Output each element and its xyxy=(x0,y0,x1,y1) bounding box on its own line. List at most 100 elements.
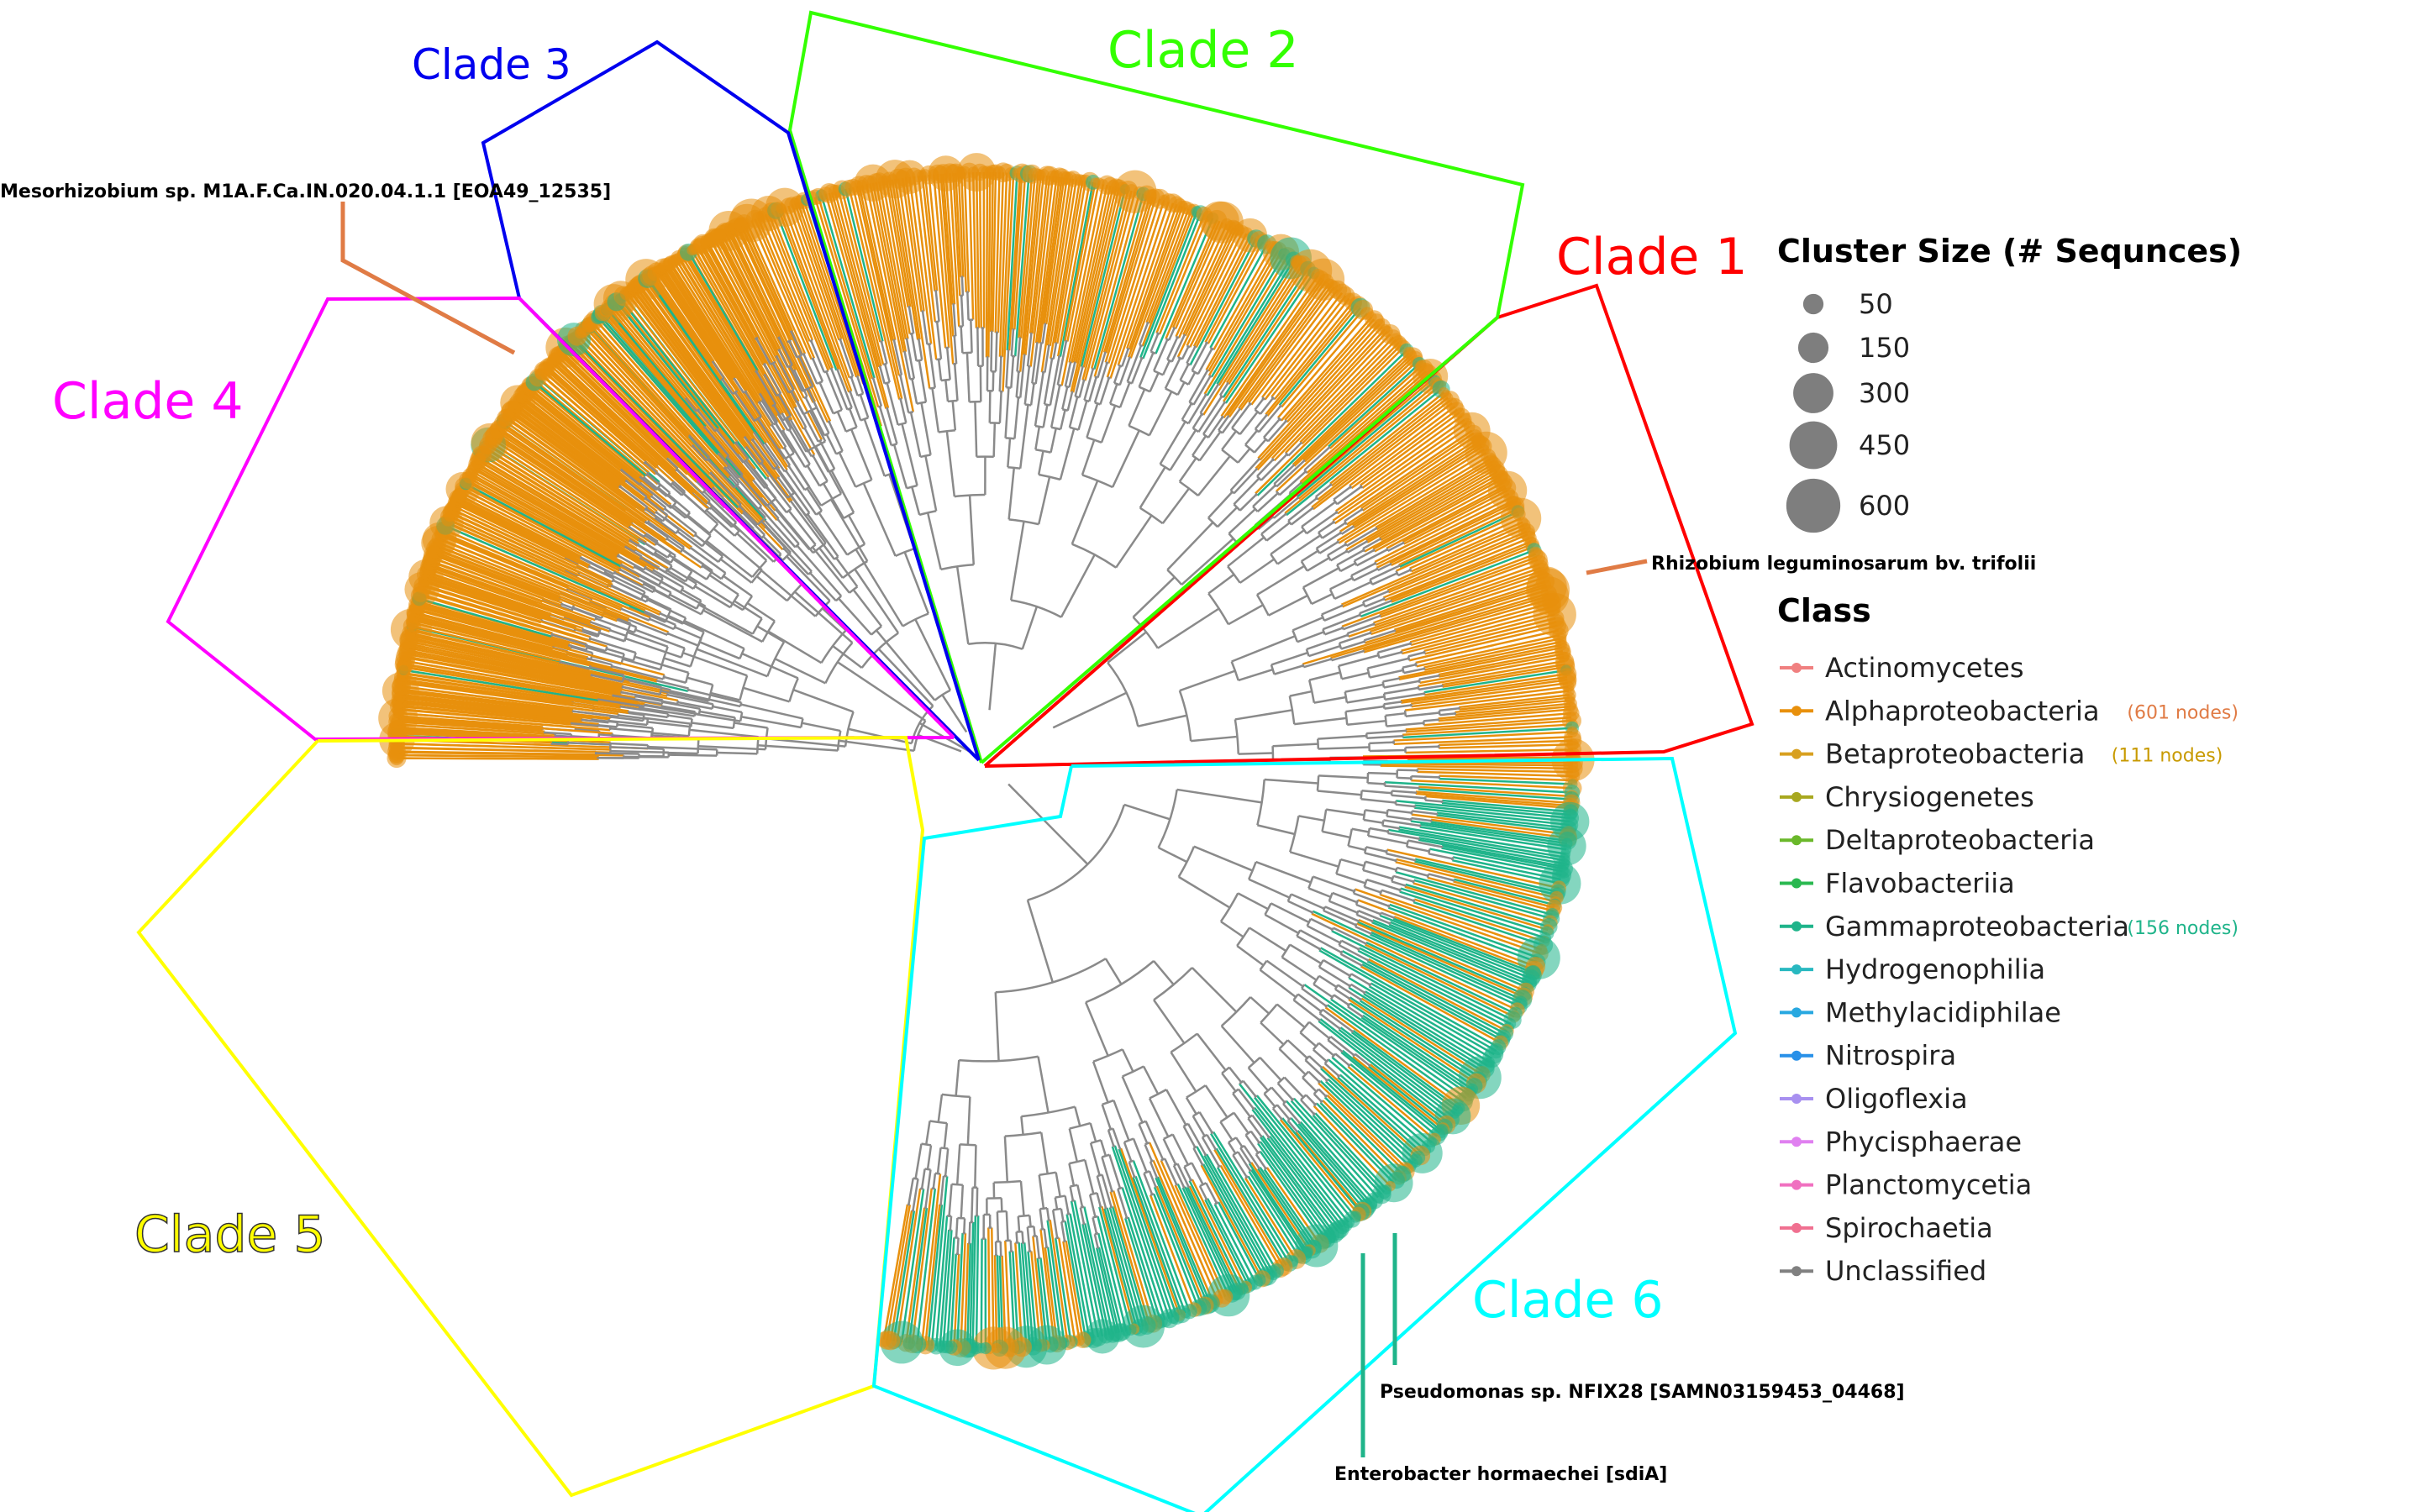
tree-stem xyxy=(1221,430,1237,451)
tree-tip-branch xyxy=(1415,792,1571,807)
tree-stem xyxy=(1270,651,1308,666)
tree-tip-branch xyxy=(417,604,570,648)
tree-stem xyxy=(589,665,624,676)
tree-arc xyxy=(1094,1232,1099,1236)
tree-stem xyxy=(671,482,706,513)
tree-stem xyxy=(755,370,777,405)
tree-stem xyxy=(1182,1126,1197,1148)
tree-stem xyxy=(1232,1092,1251,1118)
tree-stem xyxy=(1074,366,1084,397)
tree-tip-branch xyxy=(1196,1146,1269,1277)
tree-tip-branch xyxy=(1413,900,1544,947)
rhizobium-leader xyxy=(1586,559,1648,575)
tree-stem xyxy=(1384,785,1419,790)
tree-tip-branch xyxy=(994,172,1001,333)
tree-tip-branch xyxy=(1356,922,1524,998)
tree-tip-branch xyxy=(1411,779,1573,790)
tree-tip-branch xyxy=(399,701,582,722)
tree-stem xyxy=(1276,459,1305,488)
tree-stem xyxy=(1270,529,1305,555)
class-label: Nitrospira xyxy=(1825,1040,1956,1072)
tree-stem xyxy=(1291,893,1325,910)
tree-tip-branch xyxy=(992,172,997,332)
tree-tip-branch xyxy=(1093,193,1144,370)
tree-stem xyxy=(1193,845,1254,872)
tree-stem xyxy=(1207,491,1234,519)
tree-arc xyxy=(1327,1036,1332,1041)
tree-arc xyxy=(1278,1039,1289,1050)
tree-stem xyxy=(1270,902,1310,924)
tree-stem xyxy=(1318,734,1367,740)
tree-stem xyxy=(1286,1039,1308,1059)
size-label: 450 xyxy=(1859,429,1910,461)
tree-tip-branch xyxy=(882,1204,909,1340)
tree-arc xyxy=(816,380,823,386)
tree-stem xyxy=(581,718,609,724)
tree-tip-branch xyxy=(1034,176,1058,344)
class-dot-marker xyxy=(1791,1222,1802,1233)
tree-stem xyxy=(998,356,1002,392)
tree-tip-branch xyxy=(1405,716,1572,731)
tree-stem xyxy=(712,487,755,530)
tree-stem xyxy=(1197,455,1231,496)
tree-stem xyxy=(669,593,697,610)
tree-arc xyxy=(823,370,829,374)
tree-tip-branch xyxy=(860,185,897,341)
size-legend-item: 50 xyxy=(1802,288,1893,320)
tree-tip-branch xyxy=(713,237,777,358)
tree-stem xyxy=(1381,911,1395,919)
tree-tip-branch xyxy=(403,666,599,700)
tree-stem xyxy=(892,339,903,375)
tree-stem xyxy=(787,510,817,546)
tree-tip-branch xyxy=(1228,265,1306,385)
tree-stem xyxy=(644,521,669,539)
tree-arc xyxy=(849,585,859,594)
tree-tip-branch xyxy=(1071,188,1123,393)
tree-tip-branch xyxy=(858,185,894,341)
tree-stem xyxy=(1289,851,1339,868)
tree-arc xyxy=(1314,496,1319,501)
tree-arc xyxy=(588,664,592,669)
tree-tip-branch xyxy=(1248,286,1335,404)
tree-tip-branch xyxy=(1066,183,1100,342)
tree-arc xyxy=(1296,496,1300,500)
tree-tip-branch xyxy=(908,176,933,344)
tree-tip-branch xyxy=(429,565,592,624)
tree-stem xyxy=(1334,988,1350,1000)
tree-stem xyxy=(629,526,645,538)
tree-tip-branch xyxy=(1330,998,1470,1095)
tree-tip-branch xyxy=(423,584,592,638)
tree-tip-branch xyxy=(1318,1020,1449,1124)
tree-tip-branch xyxy=(1324,1006,1462,1107)
tree-stem xyxy=(1191,735,1238,743)
tree-stem xyxy=(1003,1136,1009,1183)
tree-stem xyxy=(1258,405,1281,433)
clade-2-label: Clade 2 xyxy=(1107,21,1299,80)
tree-arc xyxy=(1323,1094,1328,1099)
tree-stem xyxy=(956,1237,960,1254)
tree-tip-branch xyxy=(1206,1198,1253,1285)
tree-stem xyxy=(566,570,578,578)
tree-stem xyxy=(1019,354,1026,398)
tree-stem xyxy=(660,690,709,702)
tree-stem xyxy=(1273,465,1295,486)
tree-tip-branch xyxy=(1297,382,1438,500)
tree-stem xyxy=(639,476,657,491)
tree-tip-branch xyxy=(413,622,591,667)
tree-arc xyxy=(1153,967,1193,1001)
class-dot-marker xyxy=(1791,663,1802,673)
tree-tip-branch xyxy=(965,1243,972,1348)
tree-stem xyxy=(1325,808,1365,816)
tree-tip-branch xyxy=(1360,965,1502,1044)
tree-stem xyxy=(1186,1123,1207,1156)
tree-stem xyxy=(1363,818,1384,824)
tree-arc xyxy=(723,466,727,470)
tree-stem xyxy=(1112,1127,1122,1149)
tree-stem xyxy=(1251,1114,1270,1138)
tree-tip-branch xyxy=(1124,1217,1159,1323)
tree-stem xyxy=(663,657,692,668)
tree-stem xyxy=(775,467,796,494)
tree-tip-branch xyxy=(1326,1004,1465,1104)
tree-stem xyxy=(877,648,934,707)
tree-arc xyxy=(848,390,852,393)
